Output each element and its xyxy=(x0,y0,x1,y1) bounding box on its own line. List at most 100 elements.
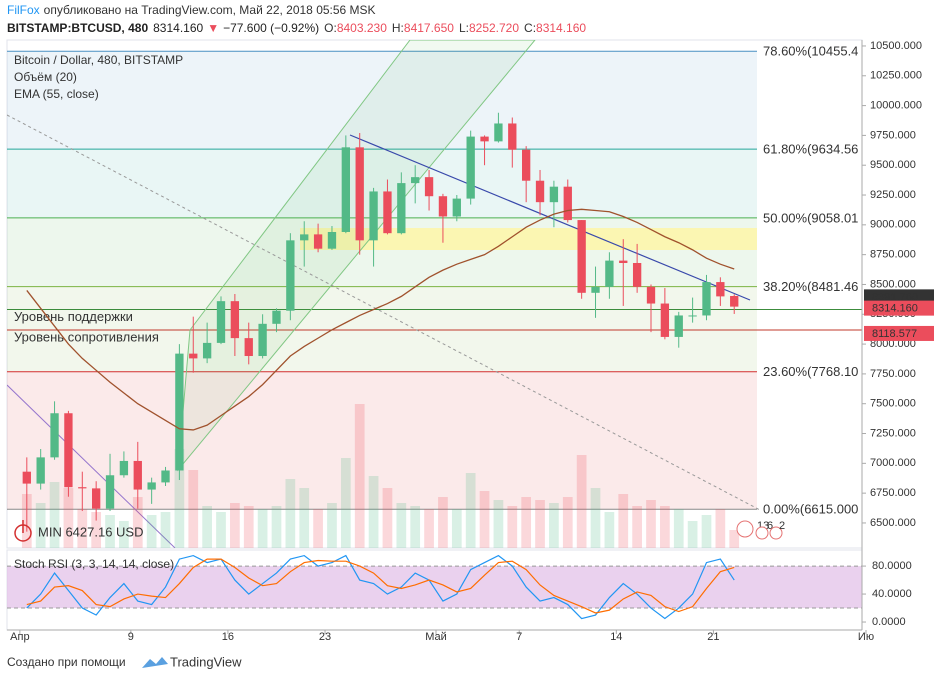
stoch-tick-label: 80.0000 xyxy=(872,560,912,572)
series-title: Bitcoin / Dollar, 480, BITSTAMP xyxy=(14,53,183,67)
volume-bar xyxy=(562,497,573,548)
stoch-plot xyxy=(7,554,862,620)
x-tick-label: 14 xyxy=(610,631,622,643)
fib-label: 50.00%(9058.01 xyxy=(763,210,858,225)
candle-body xyxy=(674,315,683,337)
volume-bar xyxy=(479,491,490,548)
candle-body xyxy=(466,136,475,199)
volume-bar xyxy=(63,488,74,548)
price-tag-label: 8314.160 xyxy=(872,303,918,315)
zone xyxy=(300,228,757,250)
candle-body xyxy=(730,295,739,307)
volume-bar xyxy=(410,506,421,548)
x-tick-label: 9 xyxy=(128,631,134,643)
x-tick-label: Ию xyxy=(858,631,874,643)
volume-bar xyxy=(160,512,171,548)
candle-body xyxy=(632,262,642,287)
volume-bar xyxy=(354,404,365,548)
volume-bar xyxy=(507,506,518,548)
fib-label: 78.60%(10455.4 xyxy=(763,44,858,59)
ohlc-label: C: xyxy=(524,21,536,35)
volume-bar xyxy=(632,506,642,548)
price-tag xyxy=(864,325,934,341)
candle-body xyxy=(716,282,725,297)
brand-logo[interactable] xyxy=(142,657,168,668)
candle-body xyxy=(50,413,59,458)
down-line xyxy=(7,384,176,548)
volume-bar xyxy=(49,482,60,548)
volume-bar xyxy=(687,521,698,548)
price-tag xyxy=(864,289,934,305)
fib-group: 78.60%(10455.4 61.80%(9634.56 50.00%(9058.… xyxy=(7,44,862,517)
stoch-band xyxy=(7,566,862,609)
y-tick-label: 9250.000 xyxy=(870,189,916,201)
y-tick-label: 6500.000 xyxy=(870,517,916,529)
x-tick-label: Апр xyxy=(10,631,29,643)
brand[interactable]: TradingView xyxy=(170,654,242,669)
candle-body xyxy=(452,198,461,217)
volume-bar xyxy=(299,488,310,548)
event-badge[interactable] xyxy=(736,520,754,538)
y-tick-label: 9500.000 xyxy=(870,159,916,171)
candle-body xyxy=(480,136,489,142)
y-tick-label: 7250.000 xyxy=(870,427,916,439)
ohlc-value: 8252.720 xyxy=(469,21,519,35)
volume-bar xyxy=(202,506,212,548)
volume-bar xyxy=(285,479,296,548)
candle-body xyxy=(508,123,517,150)
volume-bar xyxy=(729,530,740,548)
stoch-line xyxy=(26,554,735,620)
symbol: BITSTAMP:BTCUSD, 480 xyxy=(7,21,148,35)
volume-bar xyxy=(549,503,559,548)
volume-bar xyxy=(230,503,240,548)
volume-bar xyxy=(673,509,684,548)
volume-bar xyxy=(174,449,185,548)
plot xyxy=(21,112,740,548)
candle-body xyxy=(591,286,600,293)
candle-body xyxy=(563,186,572,221)
trend-line xyxy=(349,134,751,301)
published: опубликовано на TradingView.com, Май 22,… xyxy=(44,3,376,17)
candle-body xyxy=(286,240,295,311)
y-tick-label: 6750.000 xyxy=(870,487,916,499)
fib-label: 61.80%(9634.56 xyxy=(763,142,858,157)
events: 13 6 2 xyxy=(736,520,785,540)
candle-body xyxy=(161,470,170,483)
candle-body xyxy=(688,315,697,317)
ohlc-label: O: xyxy=(324,21,337,35)
y-tick-label: 7000.000 xyxy=(870,457,916,469)
candle-body xyxy=(549,186,559,203)
fib-label: 38.20%(8481.46 xyxy=(763,279,858,294)
candle-body xyxy=(424,177,434,197)
ema-line xyxy=(26,208,735,431)
author[interactable]: FilFox xyxy=(7,3,40,17)
price-tag-label: 8391.760 xyxy=(872,291,918,303)
candle-body xyxy=(202,342,212,359)
candle-body xyxy=(133,460,142,490)
ohlc-value: 8417.650 xyxy=(404,21,454,35)
candle-body xyxy=(355,147,364,241)
ohlc-value: 8314.160 xyxy=(536,21,586,35)
candle-body xyxy=(369,191,378,241)
axes: 6500.000 6750.000 7000.000 7250.000 7500.000… xyxy=(10,40,934,643)
candle-body xyxy=(397,183,406,234)
made-with: Создано при помощи xyxy=(7,655,126,669)
quote-line: BITSTAMP:BTCUSD, 480 8314.160 ▼ −77.600 (−0… xyxy=(7,21,586,35)
volume-bar xyxy=(521,497,532,548)
volume-bar xyxy=(701,515,712,548)
candle-body xyxy=(175,353,184,471)
event-badge[interactable] xyxy=(769,526,783,540)
y-tick-label: 8500.000 xyxy=(870,278,916,290)
event-badge[interactable] xyxy=(755,526,769,540)
x-tick-label: 23 xyxy=(319,631,331,643)
volume-bar xyxy=(216,512,226,548)
candle-body xyxy=(147,482,156,490)
candle-body xyxy=(78,487,87,489)
stoch-title: Stoch RSI (3, 3, 14, 14, close) xyxy=(14,557,174,571)
candle-body xyxy=(619,260,628,263)
volume-bar xyxy=(257,509,268,548)
candle-body xyxy=(383,191,392,234)
candle-body xyxy=(64,413,73,488)
candle-body xyxy=(313,234,323,249)
